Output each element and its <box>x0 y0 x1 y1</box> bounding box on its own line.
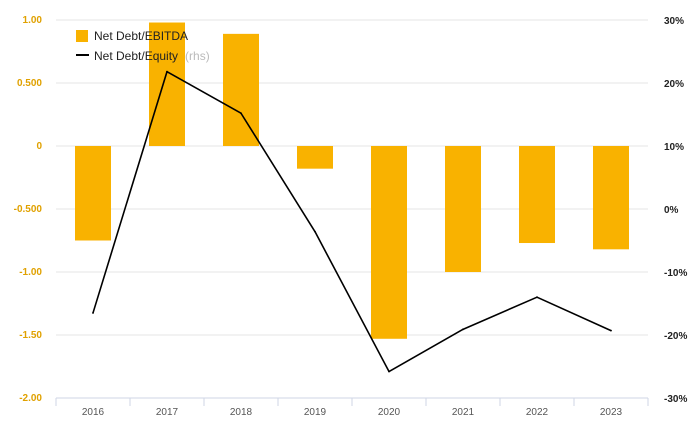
legend-line-suffix: (rhs) <box>185 49 210 63</box>
y-right-tick-label: -10% <box>664 268 687 279</box>
y-left-tick-label: 0.500 <box>17 78 42 89</box>
y-right-tick-label: -20% <box>664 331 687 342</box>
y-right-tick-label: 10% <box>664 142 684 153</box>
line-point <box>240 112 242 115</box>
series-line <box>92 70 612 373</box>
y-right-tick-label: 0% <box>664 205 679 216</box>
legend: Net Debt/EBITDA Net Debt/Equity (rhs) <box>76 29 210 64</box>
y-left-tick-label: 0 <box>36 141 42 152</box>
line-point <box>462 328 464 331</box>
y-right-tick-label: -30% <box>664 394 687 405</box>
y-left-tick-label: -0.500 <box>14 204 43 215</box>
bar <box>223 33 259 146</box>
x-tick-label: 2016 <box>82 407 105 418</box>
legend-bar-label: Net Debt/EBITDA <box>94 29 188 43</box>
y-right-tick-label: 30% <box>664 16 684 27</box>
line-point <box>92 312 94 314</box>
line-series-net-debt-equity <box>92 70 612 373</box>
x-tick-label: 2019 <box>304 407 327 418</box>
bar <box>593 146 629 250</box>
x-tick-label: 2017 <box>156 407 179 418</box>
x-tick-label: 2023 <box>600 407 623 418</box>
bar-series-net-debt-ebitda <box>75 22 629 339</box>
x-tick-label: 2018 <box>230 407 253 418</box>
legend-bar-swatch <box>76 30 88 42</box>
grid <box>56 19 648 336</box>
bar <box>519 146 555 244</box>
legend-line-label: Net Debt/Equity <box>94 49 178 63</box>
x-axis: 2016 2017 2018 2019 2020 2021 2022 2023 <box>55 397 649 418</box>
y-right-tick-label: 20% <box>664 79 684 90</box>
y-axis-left: 1.00 0.500 0 -0.500 -1.00 -1.50 -2.00 <box>14 15 43 404</box>
y-left-tick-label: -2.00 <box>19 393 42 404</box>
line-point <box>166 70 168 73</box>
bar <box>149 22 185 146</box>
line-point <box>314 230 316 233</box>
x-tick-label: 2020 <box>378 407 401 418</box>
legend-line-label-group: Net Debt/Equity (rhs) <box>94 47 210 64</box>
bar <box>75 146 111 241</box>
bar <box>297 146 333 169</box>
line-point <box>388 370 390 373</box>
y-left-tick-label: -1.00 <box>19 267 42 278</box>
y-axis-right: 30% 20% 10% 0% -10% -20% -30% <box>664 16 687 405</box>
x-tick-label: 2021 <box>452 407 475 418</box>
x-tick-label: 2022 <box>526 407 549 418</box>
y-left-tick-label: -1.50 <box>19 330 42 341</box>
y-left-tick-label: 1.00 <box>23 15 43 26</box>
bar <box>371 146 407 339</box>
line-point <box>536 296 538 299</box>
bar <box>445 146 481 272</box>
line-point <box>610 329 612 332</box>
